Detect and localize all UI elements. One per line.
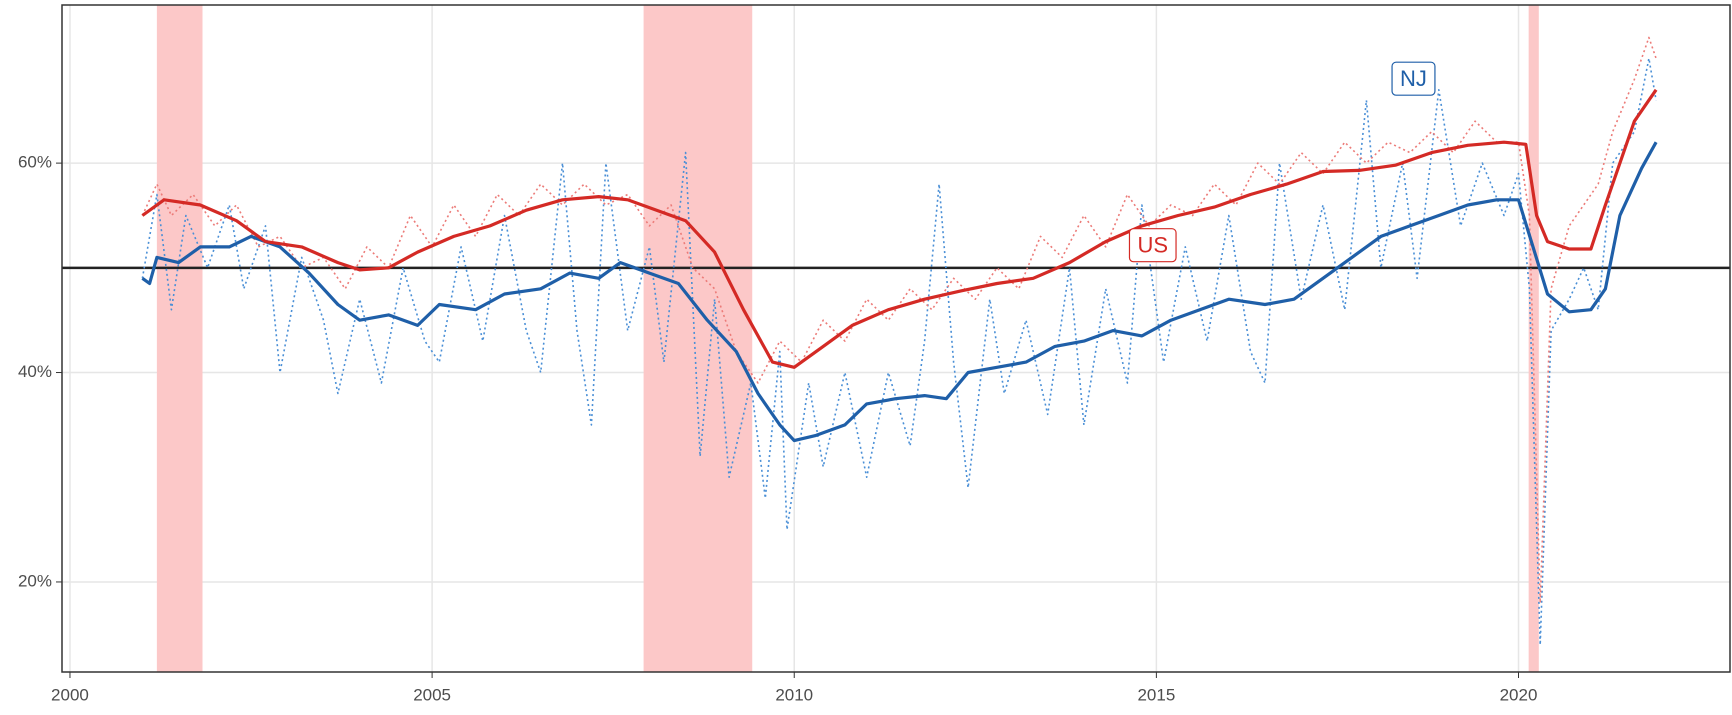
plot-background xyxy=(62,5,1730,672)
x-tick-label: 2005 xyxy=(413,685,451,704)
recession-band xyxy=(644,5,753,672)
chart: 20% 40% 60% 2000 2005 2010 2015 2020 NJ US xyxy=(0,0,1732,715)
series-label: NJ xyxy=(1392,62,1435,95)
y-tick-label: 40% xyxy=(18,362,52,381)
y-tick-label: 20% xyxy=(18,571,52,590)
series-label: US xyxy=(1129,229,1176,262)
x-tick-label: 2015 xyxy=(1137,685,1175,704)
series-label-text: US xyxy=(1137,233,1168,258)
recession-band xyxy=(157,5,203,672)
x-tick-label: 2010 xyxy=(775,685,813,704)
y-tick-label: 60% xyxy=(18,153,52,172)
x-tick-label: 2000 xyxy=(51,685,89,704)
series-label-text: NJ xyxy=(1400,66,1427,91)
x-tick-label: 2020 xyxy=(1500,685,1538,704)
